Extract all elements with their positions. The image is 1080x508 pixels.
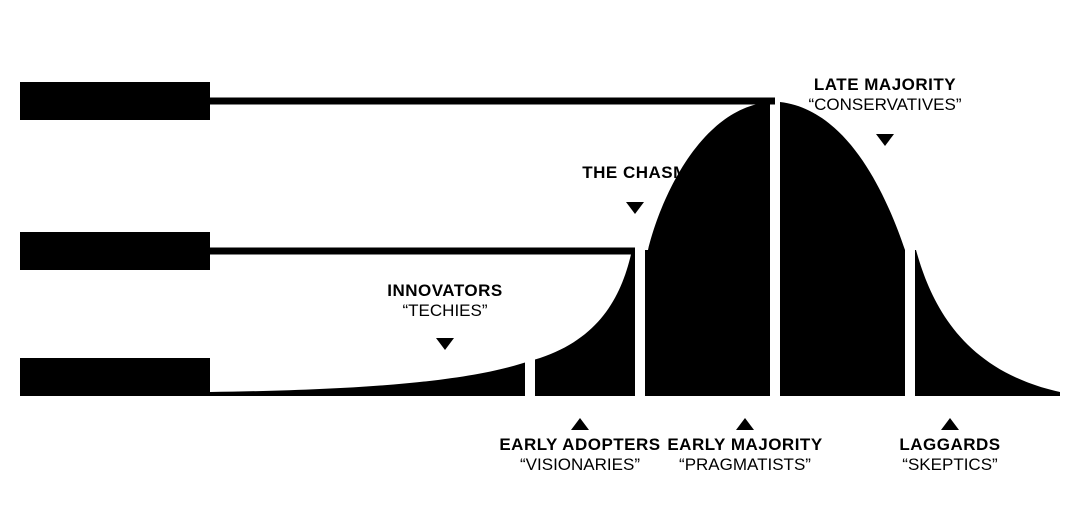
late-majority-sub: “CONSERVATIVES”	[808, 95, 961, 114]
label-early-adopters: EARLY ADOPTERS “VISIONARIES”	[499, 418, 660, 474]
label-innovators: INNOVATORS “TECHIES”	[387, 281, 503, 350]
segment-gap	[770, 98, 780, 396]
early-majority-sub: “PRAGMATISTS”	[679, 455, 811, 474]
laggards-arrow-icon	[941, 418, 959, 430]
laggards-sub: “SKEPTICS”	[902, 455, 998, 474]
late-majority-title: LATE MAJORITY	[814, 75, 956, 94]
level-line	[210, 98, 775, 105]
early-majority-arrow-icon	[736, 418, 754, 430]
innovators-sub: “TECHIES”	[403, 301, 488, 320]
chasm-title: THE CHASM	[582, 163, 688, 182]
late-majority-arrow-icon	[876, 134, 894, 146]
early-majority-title: EARLY MAJORITY	[667, 435, 822, 454]
segment-gap	[905, 98, 915, 396]
innovators-arrow-icon	[436, 338, 454, 350]
innovators-title: INNOVATORS	[387, 281, 503, 300]
early-adopters-sub: “VISIONARIES”	[520, 455, 640, 474]
early-adopters-title: EARLY ADOPTERS	[499, 435, 660, 454]
laggards-title: LAGGARDS	[899, 435, 1000, 454]
label-early-majority: EARLY MAJORITY “PRAGMATISTS”	[667, 418, 822, 474]
label-laggards: LAGGARDS “SKEPTICS”	[899, 418, 1000, 474]
segment-gap	[635, 98, 645, 396]
level-line	[210, 248, 635, 255]
chasm-diagram: INNOVATORS “TECHIES” THE CHASM LATE MAJO…	[0, 0, 1080, 508]
level-bar	[20, 232, 210, 270]
level-bar	[20, 358, 210, 396]
segment-gap	[525, 98, 535, 396]
early-adopters-arrow-icon	[571, 418, 589, 430]
level-bar	[20, 82, 210, 120]
